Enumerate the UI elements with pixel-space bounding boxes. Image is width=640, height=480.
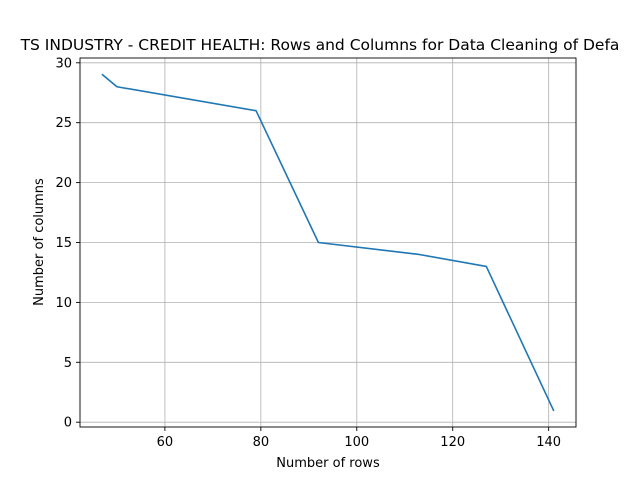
y-tick-label: 10 bbox=[55, 296, 72, 311]
x-tick-label: 80 bbox=[253, 435, 270, 450]
grid-lines bbox=[80, 58, 576, 427]
tick-marks bbox=[76, 62, 550, 431]
y-tick-label: 5 bbox=[64, 356, 72, 371]
y-tick-label: 15 bbox=[55, 236, 72, 251]
y-axis-label: Number of columns bbox=[32, 178, 47, 306]
x-axis-label: Number of rows bbox=[276, 456, 380, 471]
x-tick-label: 60 bbox=[157, 435, 174, 450]
y-tick-label: 0 bbox=[64, 416, 72, 431]
y-tick-label: 30 bbox=[55, 56, 72, 71]
y-tick-label: 20 bbox=[55, 176, 72, 191]
x-tick-label: 120 bbox=[440, 435, 465, 450]
x-tick-label: 100 bbox=[344, 435, 369, 450]
tick-labels: 60 80 100 120 140 0 5 10 15 20 25 30 bbox=[55, 56, 561, 450]
y-tick-label: 25 bbox=[55, 116, 72, 131]
chart-title: TS INDUSTRY - CREDIT HEALTH: Rows and Co… bbox=[20, 36, 620, 54]
series-layer bbox=[101, 73, 555, 412]
series-line bbox=[101, 73, 555, 412]
x-tick-label: 140 bbox=[536, 435, 561, 450]
